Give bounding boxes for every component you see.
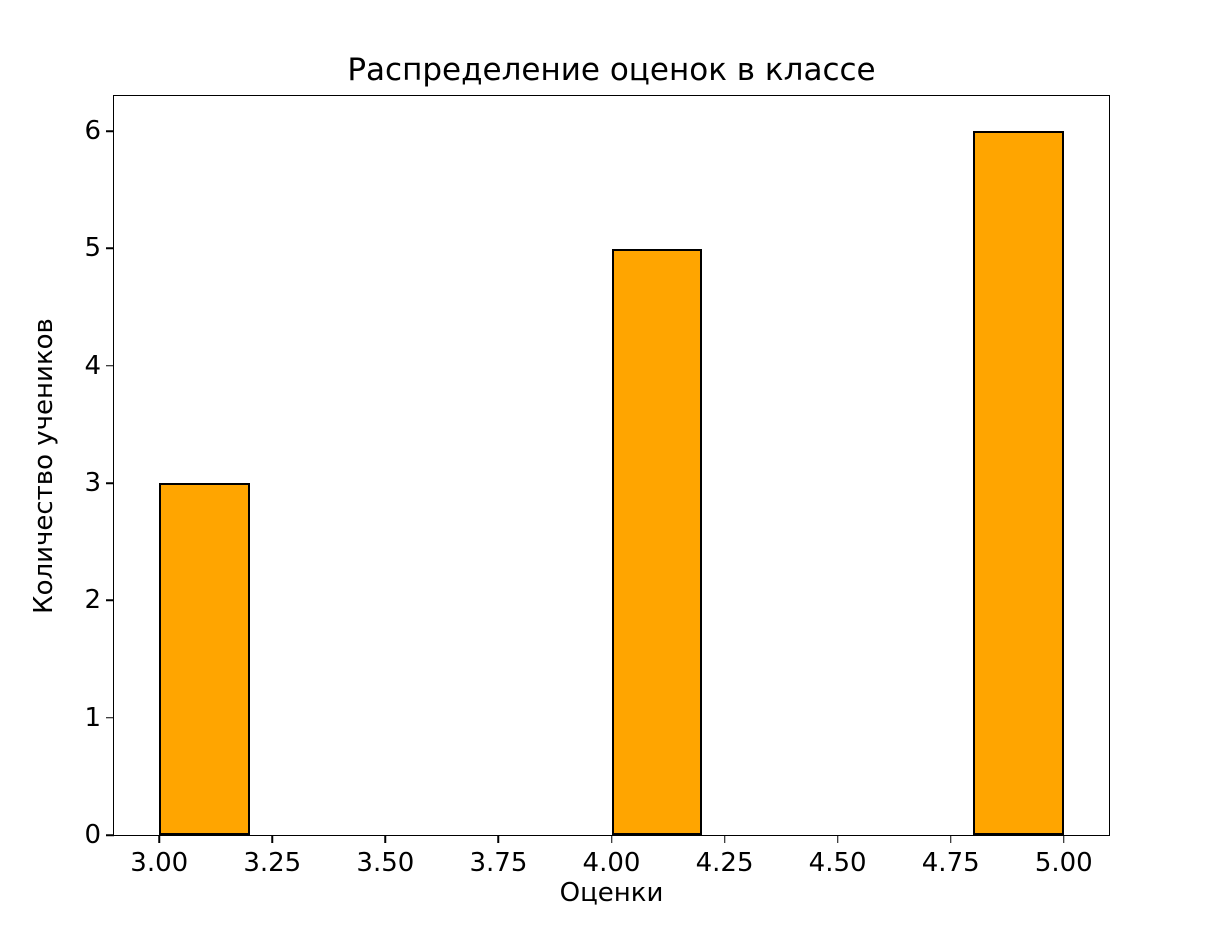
- x-tick-mark: [497, 835, 500, 843]
- bar: [611, 248, 702, 835]
- x-tick-label: 4.00: [582, 848, 641, 878]
- y-tick-label: 2: [84, 585, 101, 616]
- x-tick-label: 3.50: [356, 848, 415, 878]
- y-tick-label: 6: [84, 116, 101, 147]
- bar: [159, 483, 250, 835]
- y-tick-label: 1: [84, 702, 101, 733]
- y-tick-label: 0: [84, 820, 101, 850]
- x-tick-label: 4.25: [695, 848, 754, 878]
- x-tick-mark: [836, 835, 839, 843]
- x-tick-label: 3.75: [469, 848, 528, 878]
- y-tick-mark: [106, 716, 114, 719]
- x-tick-mark: [271, 835, 274, 843]
- chart-title: Распределение оценок в классе: [347, 52, 876, 88]
- y-tick-mark: [106, 599, 114, 602]
- x-tick-mark: [1063, 835, 1065, 843]
- plot-area: 3.00 3.25 3.50 3.75 4.00 4.25 4.50 4.75 5.00 0 1 2 3…: [29, 95, 1110, 878]
- y-tick-mark: [106, 130, 114, 132]
- x-axis-label: Оценки: [559, 878, 664, 908]
- x-tick-label: 3.00: [130, 848, 189, 878]
- x-tick-label: 5.00: [1034, 848, 1093, 878]
- x-tick-mark: [158, 835, 160, 843]
- x-tick-label: 4.75: [921, 848, 980, 878]
- x-tick-mark: [723, 835, 726, 843]
- y-tick-mark: [106, 834, 114, 836]
- x-tick-mark: [384, 835, 387, 843]
- y-tick-mark: [106, 365, 114, 367]
- y-axis-label: Количество учеников: [29, 317, 59, 614]
- y-tick-mark: [106, 247, 114, 250]
- x-tick-mark: [949, 835, 952, 843]
- y-tick-label: 4: [84, 350, 101, 381]
- x-tick-label: 3.25: [243, 848, 302, 878]
- y-tick-label: 5: [84, 233, 101, 264]
- y-tick-label: 3: [84, 468, 101, 499]
- x-tick-label: 4.50: [808, 848, 867, 878]
- bar: [973, 131, 1064, 835]
- y-tick-mark: [106, 482, 114, 484]
- x-tick-mark: [610, 835, 613, 843]
